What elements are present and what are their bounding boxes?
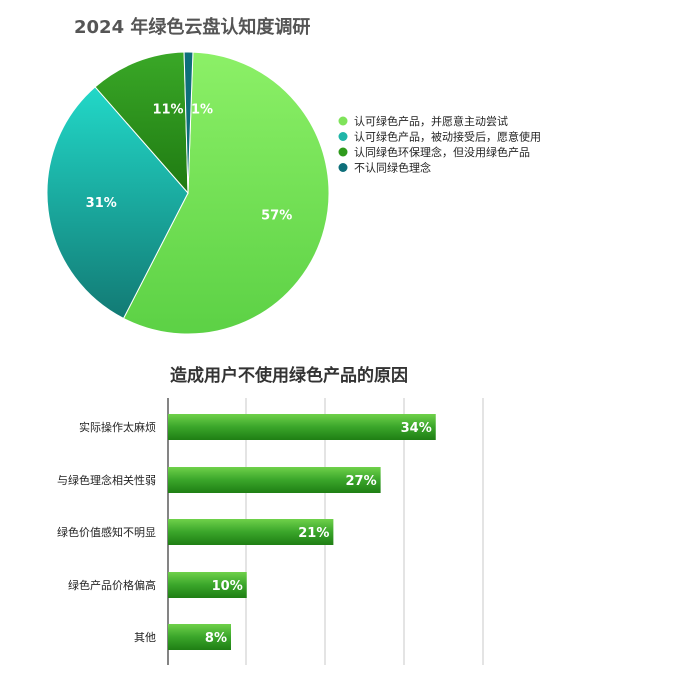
pie-slice-label: 1% bbox=[191, 103, 213, 118]
pie-slice-3 bbox=[94, 51, 189, 195]
category-label: 其他 bbox=[134, 631, 156, 644]
bar-4 bbox=[168, 572, 247, 598]
bar-value-label: 8% bbox=[205, 631, 227, 646]
legend-item-label: 认可绿色产品，并愿意主动尝试 bbox=[354, 114, 508, 128]
pie-chart: 57% 31% 11% 1% bbox=[46, 51, 330, 335]
pie-slice-label: 31% bbox=[86, 196, 117, 211]
category-label: 绿色价值感知不明显 bbox=[57, 525, 156, 539]
bar-value-label: 34% bbox=[401, 421, 432, 436]
category-label: 实际操作太麻烦 bbox=[79, 420, 156, 434]
pie-slice-1 bbox=[122, 51, 330, 335]
legend-swatch bbox=[338, 116, 348, 126]
pie-slice-label: 57% bbox=[261, 209, 292, 224]
legend-item-label: 认可绿色产品，被动接受后，愿意使用 bbox=[354, 130, 541, 144]
bar-5 bbox=[168, 624, 231, 650]
legend-swatch bbox=[338, 163, 348, 172]
pie-slice-2 bbox=[46, 86, 189, 320]
bar-chart-grid bbox=[167, 398, 484, 665]
pie-legend: 认可绿色产品，并愿意主动尝试认可绿色产品，被动接受后，愿意使用认同绿色环保理念，… bbox=[338, 114, 541, 175]
bar-value-label: 10% bbox=[212, 579, 243, 594]
legend-swatch bbox=[338, 147, 348, 157]
bar-chart: 实际操作太麻烦 34% 与绿色理念相关性弱 27% 绿色价值感知不明显 21% 绿色产品价格… bbox=[57, 414, 436, 650]
legend-item-label: 不认同绿色理念 bbox=[354, 161, 431, 175]
bar-3 bbox=[168, 519, 334, 545]
bar-1 bbox=[168, 414, 436, 440]
legend-item-label: 认同绿色环保理念，但没用绿色产品 bbox=[354, 145, 530, 159]
pie-slice-4 bbox=[183, 51, 194, 194]
pie-slice-label: 11% bbox=[152, 103, 183, 118]
bar-value-label: 27% bbox=[346, 474, 377, 489]
category-label: 绿色产品价格偏高 bbox=[68, 578, 156, 592]
pie-chart-title: 2024 年绿色云盘认知度调研 bbox=[74, 16, 310, 38]
bar-2 bbox=[168, 467, 381, 493]
bar-chart-title: 造成用户不使用绿色产品的原因 bbox=[170, 365, 408, 386]
category-label: 与绿色理念相关性弱 bbox=[57, 473, 156, 487]
bar-value-label: 21% bbox=[298, 526, 329, 541]
legend-swatch bbox=[338, 132, 348, 141]
